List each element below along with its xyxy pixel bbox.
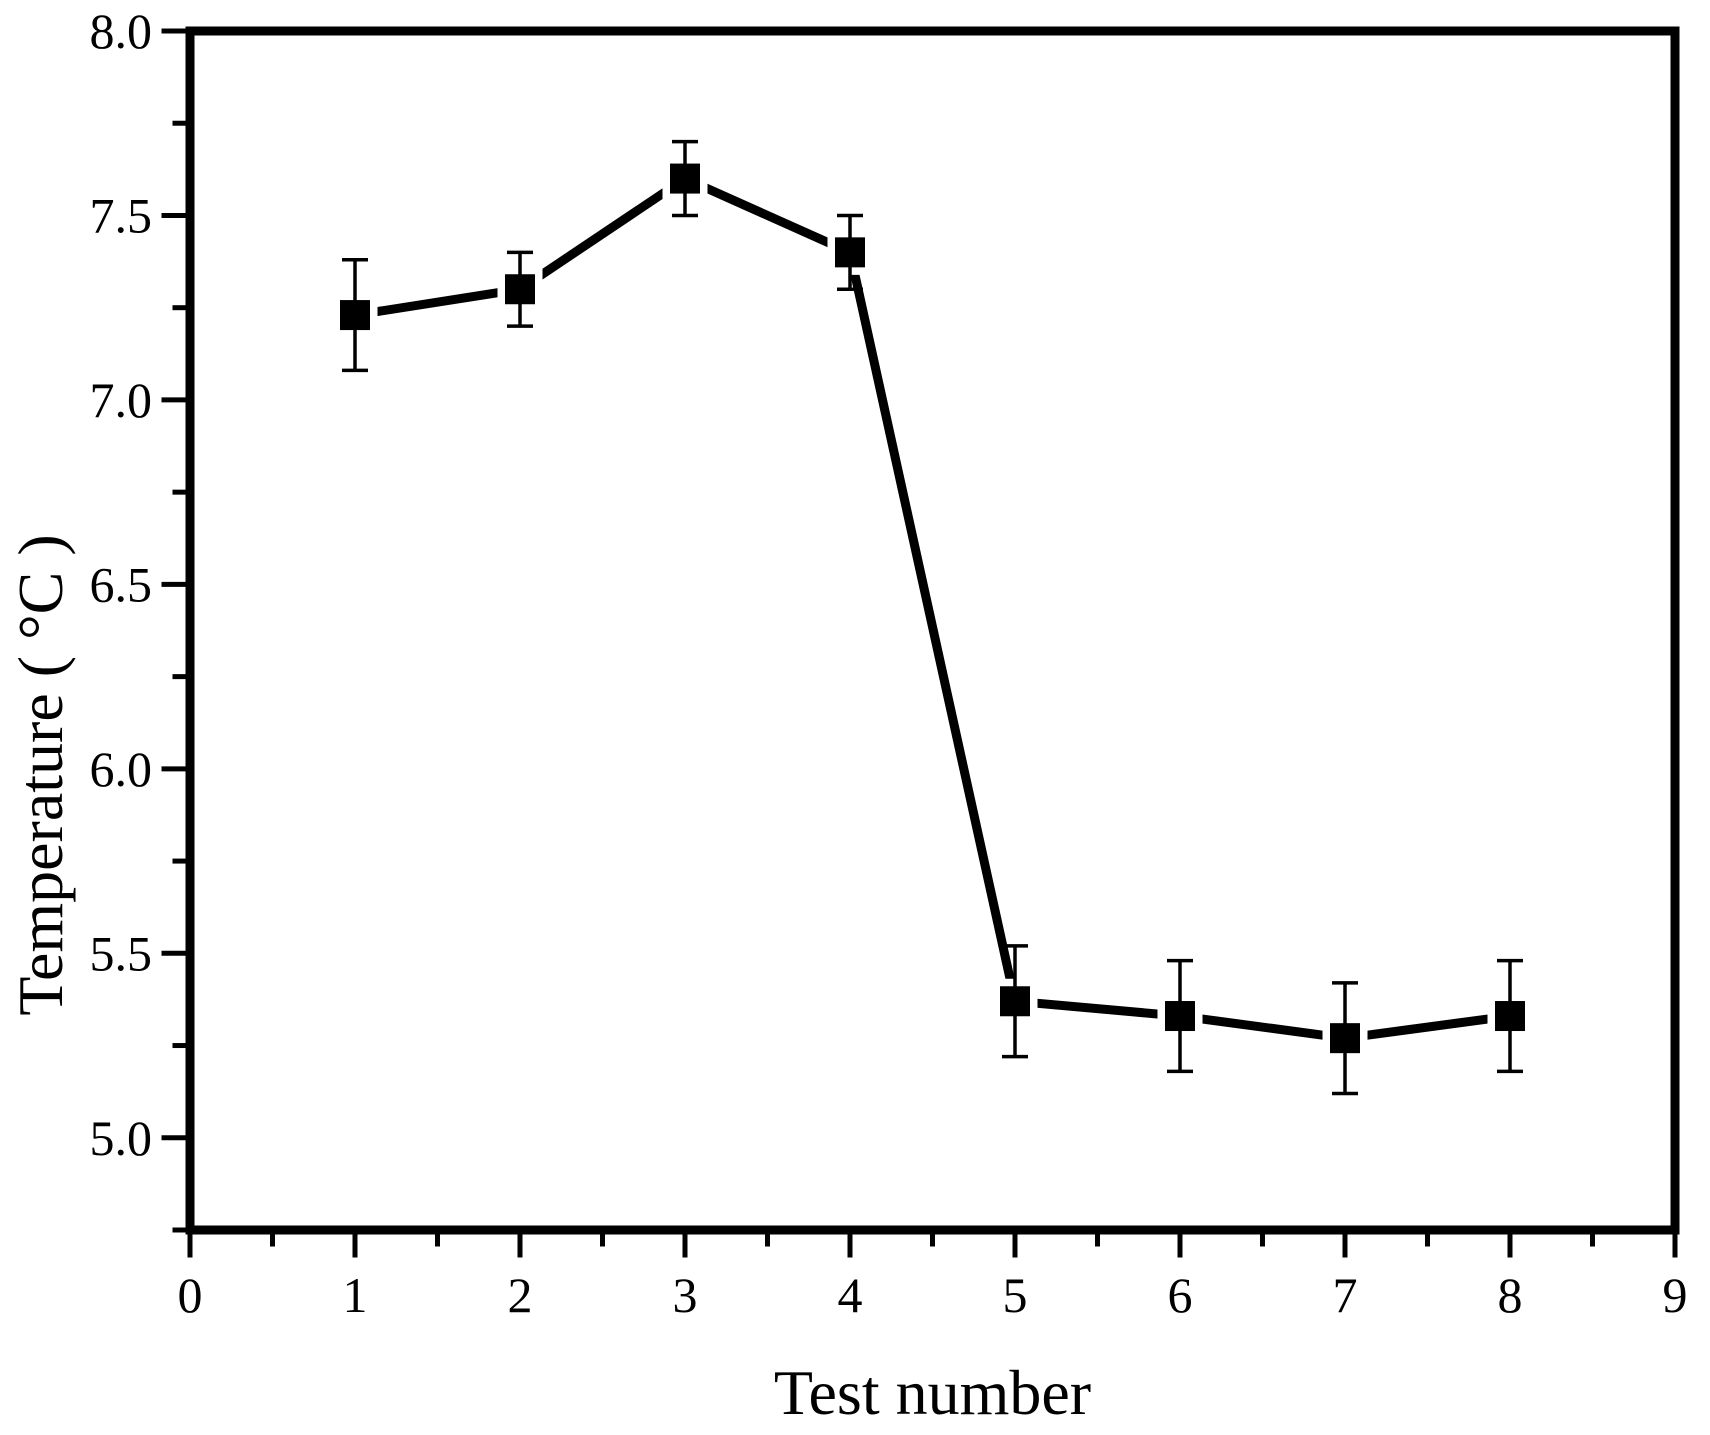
y-tick-label: 8.0	[90, 3, 153, 59]
y-tick-label: 7.0	[90, 372, 153, 428]
x-tick-label: 9	[1663, 1267, 1688, 1323]
data-line	[350, 174, 1515, 1043]
y-axis-title: Temperature ( °C )	[5, 534, 76, 1015]
x-tick-label: 0	[178, 1267, 203, 1323]
x-tick-label: 7	[1333, 1267, 1358, 1323]
y-tick-label: 6.5	[90, 556, 153, 612]
plot-frame	[185, 26, 1680, 1235]
x-tick-label: 6	[1168, 1267, 1193, 1323]
x-tick-label: 4	[838, 1267, 863, 1323]
x-axis-title: Test number	[774, 1357, 1091, 1428]
y-tick-label: 5.5	[90, 925, 153, 981]
x-tick-label: 5	[1003, 1267, 1028, 1323]
x-tick-label: 3	[673, 1267, 698, 1323]
y-tick-label: 6.0	[90, 741, 153, 797]
y-tick-label: 5.0	[90, 1110, 153, 1166]
x-tick-label: 1	[343, 1267, 368, 1323]
x-tick-label: 2	[508, 1267, 533, 1323]
y-tick-label: 7.5	[90, 187, 153, 243]
x-tick-label: 8	[1498, 1267, 1523, 1323]
